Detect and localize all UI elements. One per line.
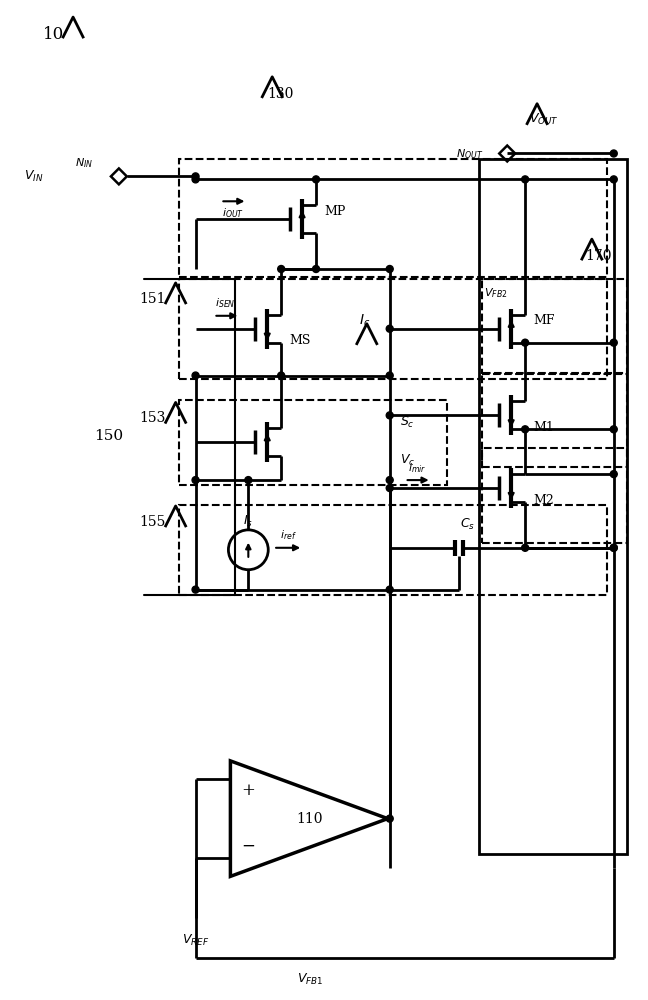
Circle shape — [386, 586, 393, 593]
Circle shape — [386, 485, 393, 492]
Text: $V_{FB2}$: $V_{FB2}$ — [485, 286, 508, 300]
Text: 153: 153 — [139, 411, 166, 425]
Circle shape — [610, 544, 618, 551]
Circle shape — [386, 477, 393, 484]
Circle shape — [610, 176, 618, 183]
Circle shape — [278, 372, 284, 379]
Text: $V_{FB1}$: $V_{FB1}$ — [297, 972, 323, 987]
Text: $V_{OUT}$: $V_{OUT}$ — [529, 112, 559, 127]
Text: 130: 130 — [267, 87, 294, 101]
Circle shape — [192, 173, 199, 180]
Text: $I_s$: $I_s$ — [243, 514, 253, 529]
Circle shape — [610, 150, 618, 157]
Circle shape — [192, 176, 199, 183]
Text: +: + — [242, 782, 255, 799]
Text: −: − — [242, 838, 255, 855]
Bar — [482, 448, 627, 543]
Circle shape — [610, 471, 618, 478]
Bar — [179, 505, 607, 595]
Circle shape — [522, 426, 529, 433]
Circle shape — [386, 412, 393, 419]
Bar — [179, 279, 607, 379]
Circle shape — [386, 325, 393, 332]
Text: $S_c$: $S_c$ — [400, 415, 415, 430]
Text: $N_{OUT}$: $N_{OUT}$ — [456, 148, 483, 161]
Circle shape — [278, 266, 284, 272]
Text: 150: 150 — [95, 429, 124, 443]
Circle shape — [386, 266, 393, 272]
Bar — [179, 159, 607, 277]
Circle shape — [610, 339, 618, 346]
Bar — [480, 159, 627, 854]
Circle shape — [245, 477, 252, 484]
Text: MF: MF — [533, 314, 555, 327]
Text: $i_{ref}$: $i_{ref}$ — [280, 528, 297, 542]
Circle shape — [192, 372, 199, 379]
Text: 170: 170 — [586, 249, 612, 263]
Circle shape — [522, 176, 529, 183]
Circle shape — [610, 426, 618, 433]
Bar — [179, 400, 448, 485]
Circle shape — [386, 372, 393, 379]
Text: $i_{OUT}$: $i_{OUT}$ — [222, 206, 244, 220]
Text: M2: M2 — [533, 494, 554, 507]
Text: $V_{IN}$: $V_{IN}$ — [24, 169, 43, 184]
Text: $i_{SEN}$: $i_{SEN}$ — [215, 296, 236, 310]
Text: $I_c$: $I_c$ — [359, 313, 371, 329]
Text: 10: 10 — [43, 26, 64, 43]
Bar — [482, 373, 627, 467]
Text: 155: 155 — [139, 515, 166, 529]
Text: 110: 110 — [297, 812, 323, 826]
Circle shape — [522, 339, 529, 346]
Text: $V_{REF}$: $V_{REF}$ — [182, 933, 209, 948]
Circle shape — [386, 815, 393, 822]
Circle shape — [312, 176, 319, 183]
Bar — [482, 279, 627, 374]
Text: $C_s$: $C_s$ — [460, 517, 475, 532]
Text: M1: M1 — [533, 421, 554, 434]
Text: $N_{IN}$: $N_{IN}$ — [75, 157, 93, 170]
Text: $i_{mir}$: $i_{mir}$ — [408, 461, 427, 475]
Text: 151: 151 — [139, 292, 166, 306]
Circle shape — [312, 266, 319, 272]
Circle shape — [610, 544, 618, 551]
Text: MP: MP — [324, 205, 345, 218]
Text: MS: MS — [289, 334, 310, 347]
Circle shape — [522, 544, 529, 551]
Text: $V_c$: $V_c$ — [400, 453, 415, 468]
Circle shape — [192, 477, 199, 484]
Circle shape — [192, 586, 199, 593]
